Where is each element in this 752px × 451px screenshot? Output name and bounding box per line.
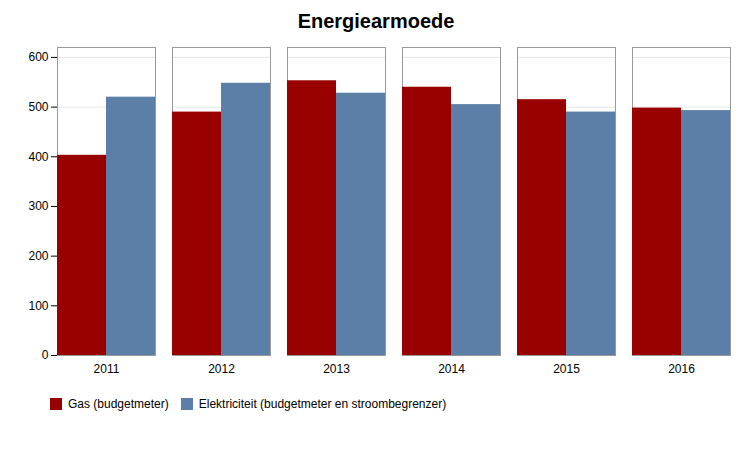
- svg-text:400: 400: [28, 150, 48, 164]
- svg-text:300: 300: [28, 199, 48, 213]
- html-text:Elektriciteit (budgetmeter en: Elektriciteit (budgetmeter en stroombegr…: [198, 396, 447, 411]
- svg-text:200: 200: [28, 249, 48, 263]
- svg-text:500: 500: [28, 100, 48, 114]
- svg-text:2013: 2013: [323, 362, 350, 376]
- html-text:Energiearmoede: Energiearmoede: [297, 10, 455, 32]
- svg-text:2012: 2012: [208, 362, 235, 376]
- svg-text:100: 100: [28, 299, 48, 313]
- svg-text:2011: 2011: [94, 362, 120, 376]
- svg-text:2016: 2016: [668, 362, 695, 376]
- svg-text:600: 600: [28, 50, 48, 64]
- svg-text:2014: 2014: [438, 362, 465, 376]
- svg-text:2015: 2015: [553, 362, 580, 376]
- html-text:Gas (budgetmeter): Gas (budgetmeter): [68, 396, 169, 411]
- svg-text:0: 0: [42, 348, 49, 362]
